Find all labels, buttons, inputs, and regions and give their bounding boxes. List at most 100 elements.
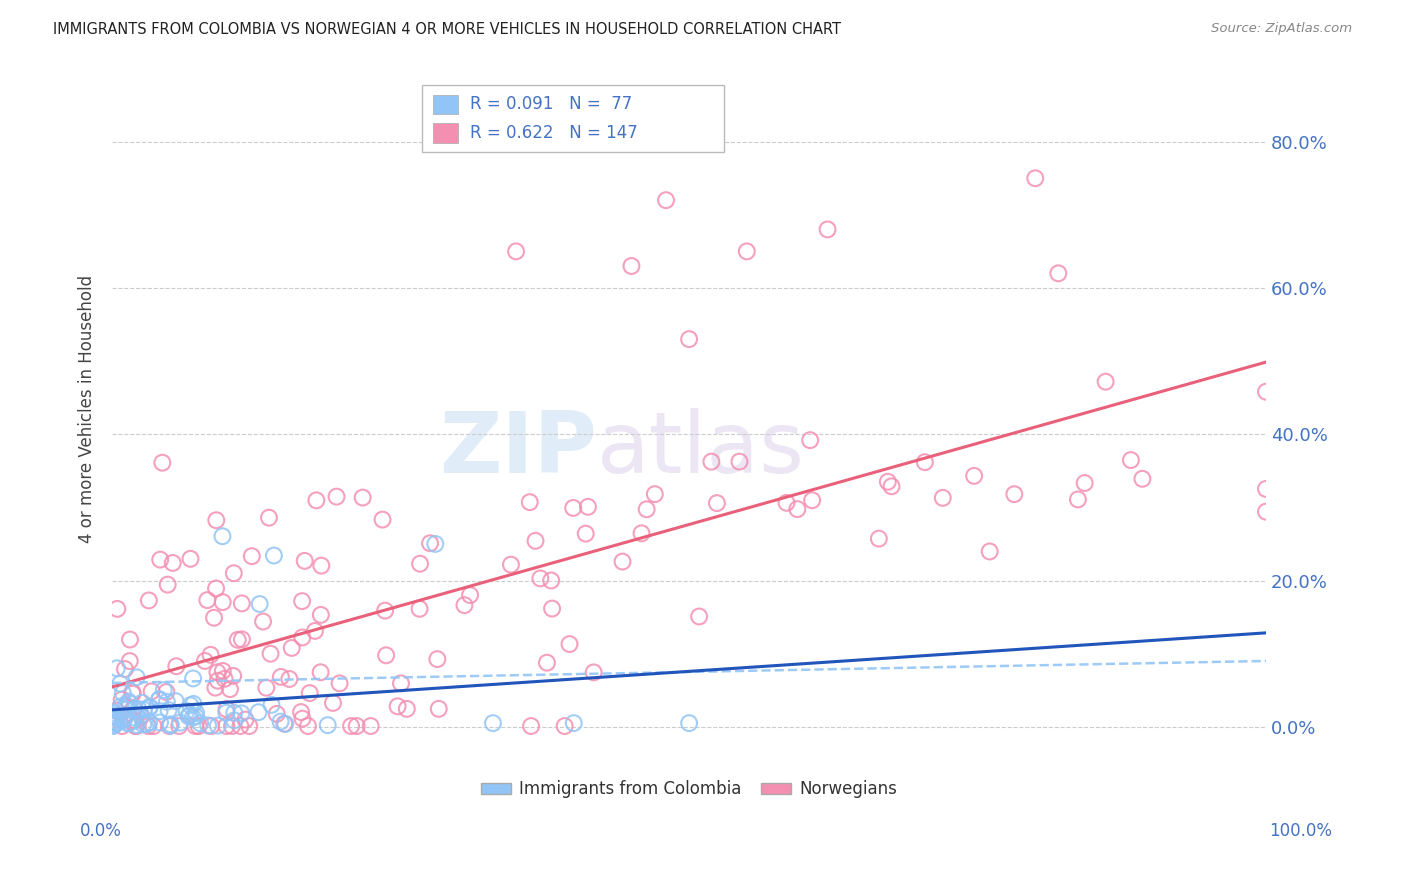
Point xyxy=(558,637,581,651)
Point xyxy=(1254,384,1277,399)
Point xyxy=(211,595,233,609)
Point xyxy=(205,513,228,527)
Point xyxy=(103,719,125,733)
Point xyxy=(125,670,148,684)
Point xyxy=(562,500,585,515)
Point xyxy=(1132,472,1154,486)
Point xyxy=(817,222,839,236)
Point xyxy=(325,490,347,504)
Point xyxy=(105,602,128,616)
Point xyxy=(322,696,344,710)
Point xyxy=(215,719,238,733)
Point xyxy=(103,715,125,730)
Point xyxy=(270,670,292,684)
Point xyxy=(229,719,252,733)
Point xyxy=(1047,266,1070,280)
Point xyxy=(197,718,219,732)
Point xyxy=(148,692,170,706)
Point xyxy=(409,557,432,571)
Point xyxy=(159,718,181,732)
Point xyxy=(112,714,135,728)
Point xyxy=(155,685,177,699)
Point xyxy=(120,714,142,728)
Point xyxy=(395,702,418,716)
Point xyxy=(138,701,160,715)
Point xyxy=(294,554,316,568)
Point xyxy=(260,698,283,712)
Point xyxy=(257,510,280,524)
Point xyxy=(231,632,253,647)
Point xyxy=(880,479,903,493)
Point xyxy=(520,719,543,733)
Point xyxy=(309,665,332,680)
Point xyxy=(728,454,751,468)
Point xyxy=(259,647,281,661)
Point xyxy=(519,495,541,509)
Point xyxy=(127,702,149,716)
Point xyxy=(612,555,634,569)
Y-axis label: 4 or more Vehicles in Household: 4 or more Vehicles in Household xyxy=(79,275,96,542)
Point xyxy=(125,718,148,732)
Point xyxy=(187,719,209,733)
Point xyxy=(110,676,132,690)
Point xyxy=(188,716,211,731)
Point xyxy=(105,703,128,717)
Point xyxy=(121,687,143,701)
Point xyxy=(304,624,326,638)
Point xyxy=(249,597,271,611)
Point xyxy=(136,719,159,733)
Point xyxy=(630,526,652,541)
Text: 100.0%: 100.0% xyxy=(1270,822,1331,840)
Point xyxy=(868,532,890,546)
Point xyxy=(111,686,134,700)
Point xyxy=(131,696,153,710)
Text: Source: ZipAtlas.com: Source: ZipAtlas.com xyxy=(1212,22,1353,36)
Point xyxy=(177,709,200,723)
Point xyxy=(458,588,481,602)
Point xyxy=(105,715,128,730)
Point xyxy=(274,717,297,731)
Point xyxy=(202,611,225,625)
Point xyxy=(963,468,986,483)
Point xyxy=(554,719,576,733)
Point xyxy=(194,654,217,668)
Text: R = 0.091   N =  77: R = 0.091 N = 77 xyxy=(470,95,631,113)
Point xyxy=(562,716,585,731)
Point xyxy=(427,702,450,716)
Point xyxy=(184,706,207,720)
Point xyxy=(149,715,172,730)
Point xyxy=(1254,505,1277,519)
Point xyxy=(235,713,257,727)
Point xyxy=(181,710,204,724)
Point xyxy=(453,598,475,612)
Point xyxy=(165,694,187,708)
Point xyxy=(291,712,314,726)
Point xyxy=(122,711,145,725)
Point xyxy=(222,566,245,581)
Text: atlas: atlas xyxy=(596,408,804,491)
Point xyxy=(329,676,352,690)
Point xyxy=(111,692,134,706)
Point xyxy=(499,558,522,572)
Point xyxy=(156,577,179,591)
Point xyxy=(576,500,599,514)
Point xyxy=(1254,482,1277,496)
Point xyxy=(112,709,135,723)
Point xyxy=(932,491,955,505)
Point xyxy=(211,664,233,678)
Point xyxy=(124,719,146,733)
Point xyxy=(179,698,201,713)
Point xyxy=(371,513,394,527)
Point xyxy=(129,708,152,723)
Point xyxy=(121,685,143,699)
Point xyxy=(540,574,562,588)
Point xyxy=(252,615,274,629)
Point xyxy=(176,704,198,718)
Point xyxy=(240,549,263,564)
Point xyxy=(700,455,723,469)
Point xyxy=(297,719,319,733)
Point xyxy=(149,704,172,718)
Point xyxy=(165,659,187,673)
Point xyxy=(181,672,204,686)
Point xyxy=(231,706,253,721)
